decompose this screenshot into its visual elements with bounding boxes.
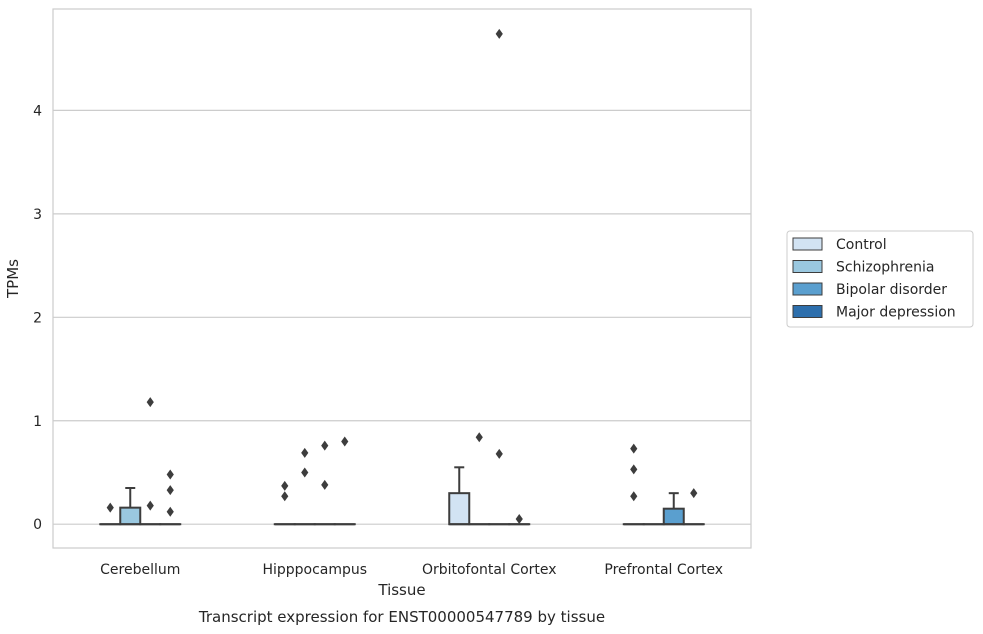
box-body [448, 492, 471, 526]
y-tick-label: 4 [33, 103, 42, 119]
x-tick-label: Orbitofontal Cortex [422, 562, 557, 578]
outlier-point [146, 397, 154, 408]
outlier-point [321, 440, 329, 451]
outlier-point [106, 502, 114, 513]
box-0-1 [119, 486, 142, 526]
outlier-point [166, 469, 174, 480]
outlier-point [301, 447, 309, 458]
legend-swatch [792, 237, 823, 251]
outlier-point [515, 514, 523, 525]
legend-label: Bipolar disorder [836, 282, 947, 298]
outlier-point [146, 500, 154, 511]
y-tick-labels: 0 1 2 3 4 [33, 103, 42, 533]
y-axis-label: TPMs [4, 259, 22, 299]
boxes [99, 466, 705, 526]
outlier-point [495, 448, 503, 459]
outlier-point [281, 480, 289, 491]
legend-swatch [792, 305, 823, 318]
legend-swatch [792, 282, 823, 296]
outlier-point [321, 479, 329, 490]
outlier-point [495, 28, 503, 39]
x-axis-label: Tissue [377, 581, 425, 599]
legend-label: Major depression [836, 305, 956, 321]
outliers [106, 28, 698, 525]
outlier-point [341, 436, 349, 447]
legend-label: Schizophrenia [836, 260, 934, 276]
box-2-0 [448, 466, 471, 526]
outlier-point [166, 485, 174, 496]
legend-label: Control [836, 237, 887, 253]
box-body [119, 506, 142, 526]
x-tick-label: Cerebellum [100, 562, 180, 578]
y-tick-label: 0 [33, 517, 42, 533]
box-3-2 [662, 492, 685, 526]
outlier-point [630, 443, 638, 454]
legend-swatch [792, 260, 823, 273]
outlier-point [475, 432, 483, 443]
box-body [662, 507, 685, 526]
y-tick-label: 2 [33, 310, 42, 326]
outlier-point [690, 488, 698, 499]
plot-frame [52, 8, 752, 549]
outlier-point [301, 467, 309, 478]
legend: Control Schizophrenia Bipolar disorder Majo… [786, 230, 974, 328]
gridlines [53, 109, 751, 525]
x-tick-labels: Cerebellum Hipppocampus Orbitofontal Corte… [100, 562, 723, 578]
y-tick-label: 1 [33, 414, 42, 430]
outlier-point [281, 491, 289, 502]
x-tick-label: Prefrontal Cortex [604, 562, 723, 578]
outlier-point [166, 506, 174, 517]
outlier-point [630, 491, 638, 502]
outlier-point [630, 464, 638, 475]
chart-caption: Transcript expression for ENST0000054778… [198, 608, 605, 626]
y-tick-label: 3 [33, 207, 42, 223]
legend-frame [786, 230, 974, 328]
x-tick-label: Hipppocampus [262, 562, 367, 578]
